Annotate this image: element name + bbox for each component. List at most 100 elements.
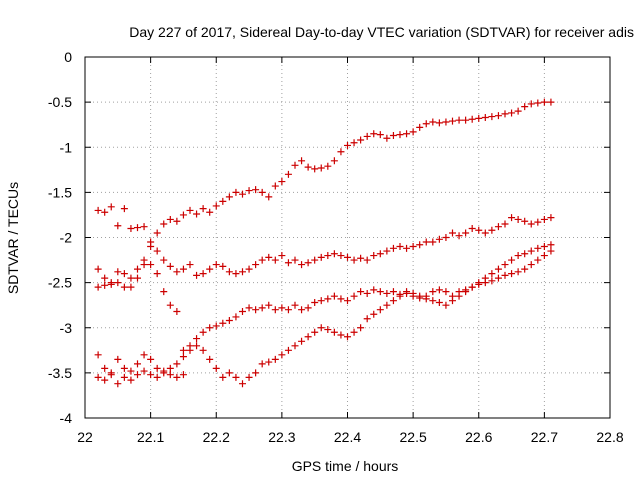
data-point <box>225 193 233 201</box>
y-tick-label: -2.5 <box>48 275 72 291</box>
data-point <box>245 304 253 312</box>
data-point <box>206 265 214 273</box>
data-point <box>337 295 345 303</box>
data-point <box>304 304 312 312</box>
data-point <box>389 132 397 140</box>
data-point <box>416 292 424 300</box>
data-point <box>403 244 411 252</box>
data-point <box>232 373 240 381</box>
data-point <box>501 271 509 279</box>
data-point <box>94 373 102 381</box>
data-point <box>363 315 371 323</box>
data-point <box>501 220 509 228</box>
data-point <box>376 131 384 139</box>
data-point <box>494 223 502 231</box>
data-point <box>304 333 312 341</box>
data-point <box>521 217 529 225</box>
data-point <box>462 229 470 237</box>
data-point <box>219 262 227 270</box>
data-point <box>291 342 299 350</box>
data-point <box>206 324 214 332</box>
data-point <box>429 297 437 305</box>
data-point <box>514 107 522 115</box>
data-point <box>422 238 430 246</box>
data-point <box>265 193 273 201</box>
data-point <box>160 288 168 296</box>
data-point <box>298 261 306 269</box>
data-point <box>442 288 450 296</box>
data-point <box>488 113 496 121</box>
data-point <box>508 214 516 222</box>
data-point <box>212 364 220 372</box>
data-point <box>291 301 299 309</box>
data-point <box>94 283 102 291</box>
data-point <box>317 253 325 261</box>
data-point <box>298 306 306 314</box>
data-point <box>166 371 174 379</box>
data-point <box>324 252 332 260</box>
data-point <box>173 217 181 225</box>
data-point <box>488 277 496 285</box>
data-point <box>245 265 253 273</box>
data-point <box>389 288 397 296</box>
data-point <box>304 259 312 267</box>
y-tick-label: -3 <box>60 320 73 336</box>
data-point <box>107 203 115 211</box>
data-point <box>258 188 266 196</box>
data-point <box>396 131 404 139</box>
data-point <box>383 134 391 142</box>
data-point <box>521 250 529 258</box>
data-point <box>324 326 332 334</box>
data-point <box>186 346 194 354</box>
data-point <box>212 261 220 269</box>
data-point <box>527 100 535 108</box>
data-point <box>140 223 148 231</box>
data-point <box>508 109 516 117</box>
data-point <box>127 224 135 232</box>
data-point <box>521 265 529 273</box>
data-point <box>239 190 246 198</box>
data-point <box>494 274 502 282</box>
data-point <box>468 283 476 291</box>
data-point <box>311 165 319 173</box>
data-point <box>311 328 319 336</box>
data-point <box>547 214 555 222</box>
data-point <box>127 274 135 282</box>
data-point <box>389 297 397 305</box>
data-point <box>134 360 141 368</box>
data-point <box>403 288 411 296</box>
data-point <box>134 224 141 232</box>
data-point <box>304 163 312 171</box>
data-point <box>212 322 220 330</box>
data-point <box>94 265 102 273</box>
data-point <box>324 162 332 170</box>
data-point <box>409 289 417 297</box>
data-point <box>284 346 292 354</box>
data-point <box>449 297 456 305</box>
y-axis: 0 -0.5 -1 -1.5 -2 -2.5 -3 -3.5 -4 <box>48 49 72 426</box>
series-track-2 <box>94 214 555 291</box>
data-point <box>147 355 155 363</box>
data-point <box>245 373 253 381</box>
data-point <box>284 306 292 314</box>
y-tick-label: -1.5 <box>48 184 72 200</box>
data-point <box>232 313 240 321</box>
data-point <box>271 355 279 363</box>
y-tick-label: -4 <box>60 410 73 426</box>
data-point <box>488 226 496 234</box>
data-point <box>114 355 122 363</box>
grid <box>85 57 610 418</box>
data-point <box>173 308 181 316</box>
data-point <box>252 369 260 377</box>
data-point <box>258 360 266 368</box>
data-point <box>468 224 476 232</box>
data-point <box>527 247 535 255</box>
data-point <box>501 261 509 269</box>
data-point <box>140 256 148 264</box>
data-point <box>160 367 168 375</box>
data-point <box>199 205 207 213</box>
data-point <box>350 139 358 147</box>
data-point <box>291 161 299 169</box>
x-tick-label: 22.4 <box>334 429 361 445</box>
data-point <box>186 206 194 214</box>
